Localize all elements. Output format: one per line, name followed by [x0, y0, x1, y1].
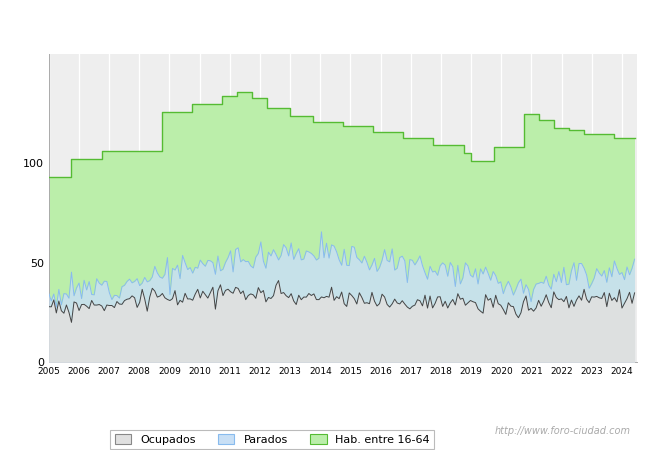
- Text: Mohernando - Evolucion de la poblacion en edad de Trabajar Mayo de 2024: Mohernando - Evolucion de la poblacion e…: [102, 17, 548, 30]
- Legend: Ocupados, Parados, Hab. entre 16-64: Ocupados, Parados, Hab. entre 16-64: [110, 429, 434, 449]
- Text: http://www.foro-ciudad.com: http://www.foro-ciudad.com: [495, 427, 630, 436]
